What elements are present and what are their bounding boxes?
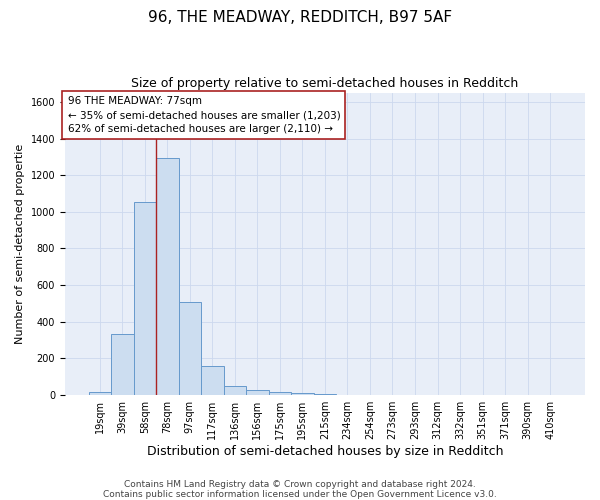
Bar [134,202,156,394]
Text: 96, THE MEADWAY, REDDITCH, B97 5AF: 96, THE MEADWAY, REDDITCH, B97 5AF [148,10,452,25]
Text: 96 THE MEADWAY: 77sqm
← 35% of semi-detached houses are smaller (1,203)
62% of s: 96 THE MEADWAY: 77sqm ← 35% of semi-deta… [68,96,340,134]
Text: Contains HM Land Registry data © Crown copyright and database right 2024.
Contai: Contains HM Land Registry data © Crown c… [103,480,497,499]
Title: Size of property relative to semi-detached houses in Redditch: Size of property relative to semi-detach… [131,78,518,90]
X-axis label: Distribution of semi-detached houses by size in Redditch: Distribution of semi-detached houses by … [147,444,503,458]
Bar [224,386,246,394]
Bar [246,390,269,394]
Bar [201,366,224,394]
Bar [269,392,291,394]
Bar [156,158,179,394]
Bar [179,302,201,394]
Y-axis label: Number of semi-detached propertie: Number of semi-detached propertie [15,144,25,344]
Bar [89,392,111,394]
Bar [111,334,134,394]
Bar [291,392,314,394]
